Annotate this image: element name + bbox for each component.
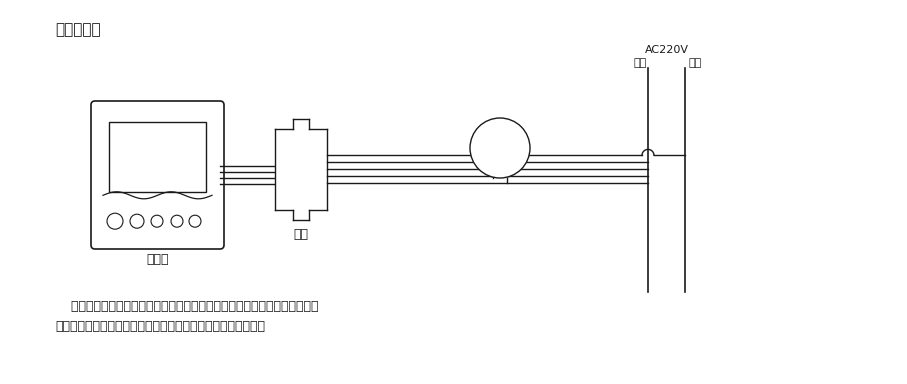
FancyBboxPatch shape bbox=[91, 101, 224, 249]
Circle shape bbox=[470, 118, 530, 178]
Text: 和说明操作。电源的接线方式请参照电源上的接线图正确安装。: 和说明操作。电源的接线方式请参照电源上的接线图正确安装。 bbox=[55, 320, 265, 333]
Bar bbox=[275, 119, 327, 220]
Text: 火线: 火线 bbox=[688, 58, 702, 68]
Bar bbox=[109, 122, 206, 192]
Text: AC220V: AC220V bbox=[645, 45, 688, 55]
Circle shape bbox=[151, 215, 163, 227]
Circle shape bbox=[171, 215, 183, 227]
Circle shape bbox=[107, 213, 123, 229]
Circle shape bbox=[189, 215, 201, 227]
Text: 电动阀: 电动阀 bbox=[490, 143, 510, 153]
Text: 接错线将可能损坏温控器，请勿带电接线，电路接线应由专业人员按照图示: 接错线将可能损坏温控器，请勿带电接线，电路接线应由专业人员按照图示 bbox=[55, 300, 318, 313]
Text: 电气接线图: 电气接线图 bbox=[55, 22, 101, 37]
Circle shape bbox=[130, 214, 144, 228]
Text: 电源: 电源 bbox=[294, 228, 308, 241]
Text: 温控器: 温控器 bbox=[146, 253, 169, 266]
Text: 零线: 零线 bbox=[633, 58, 647, 68]
